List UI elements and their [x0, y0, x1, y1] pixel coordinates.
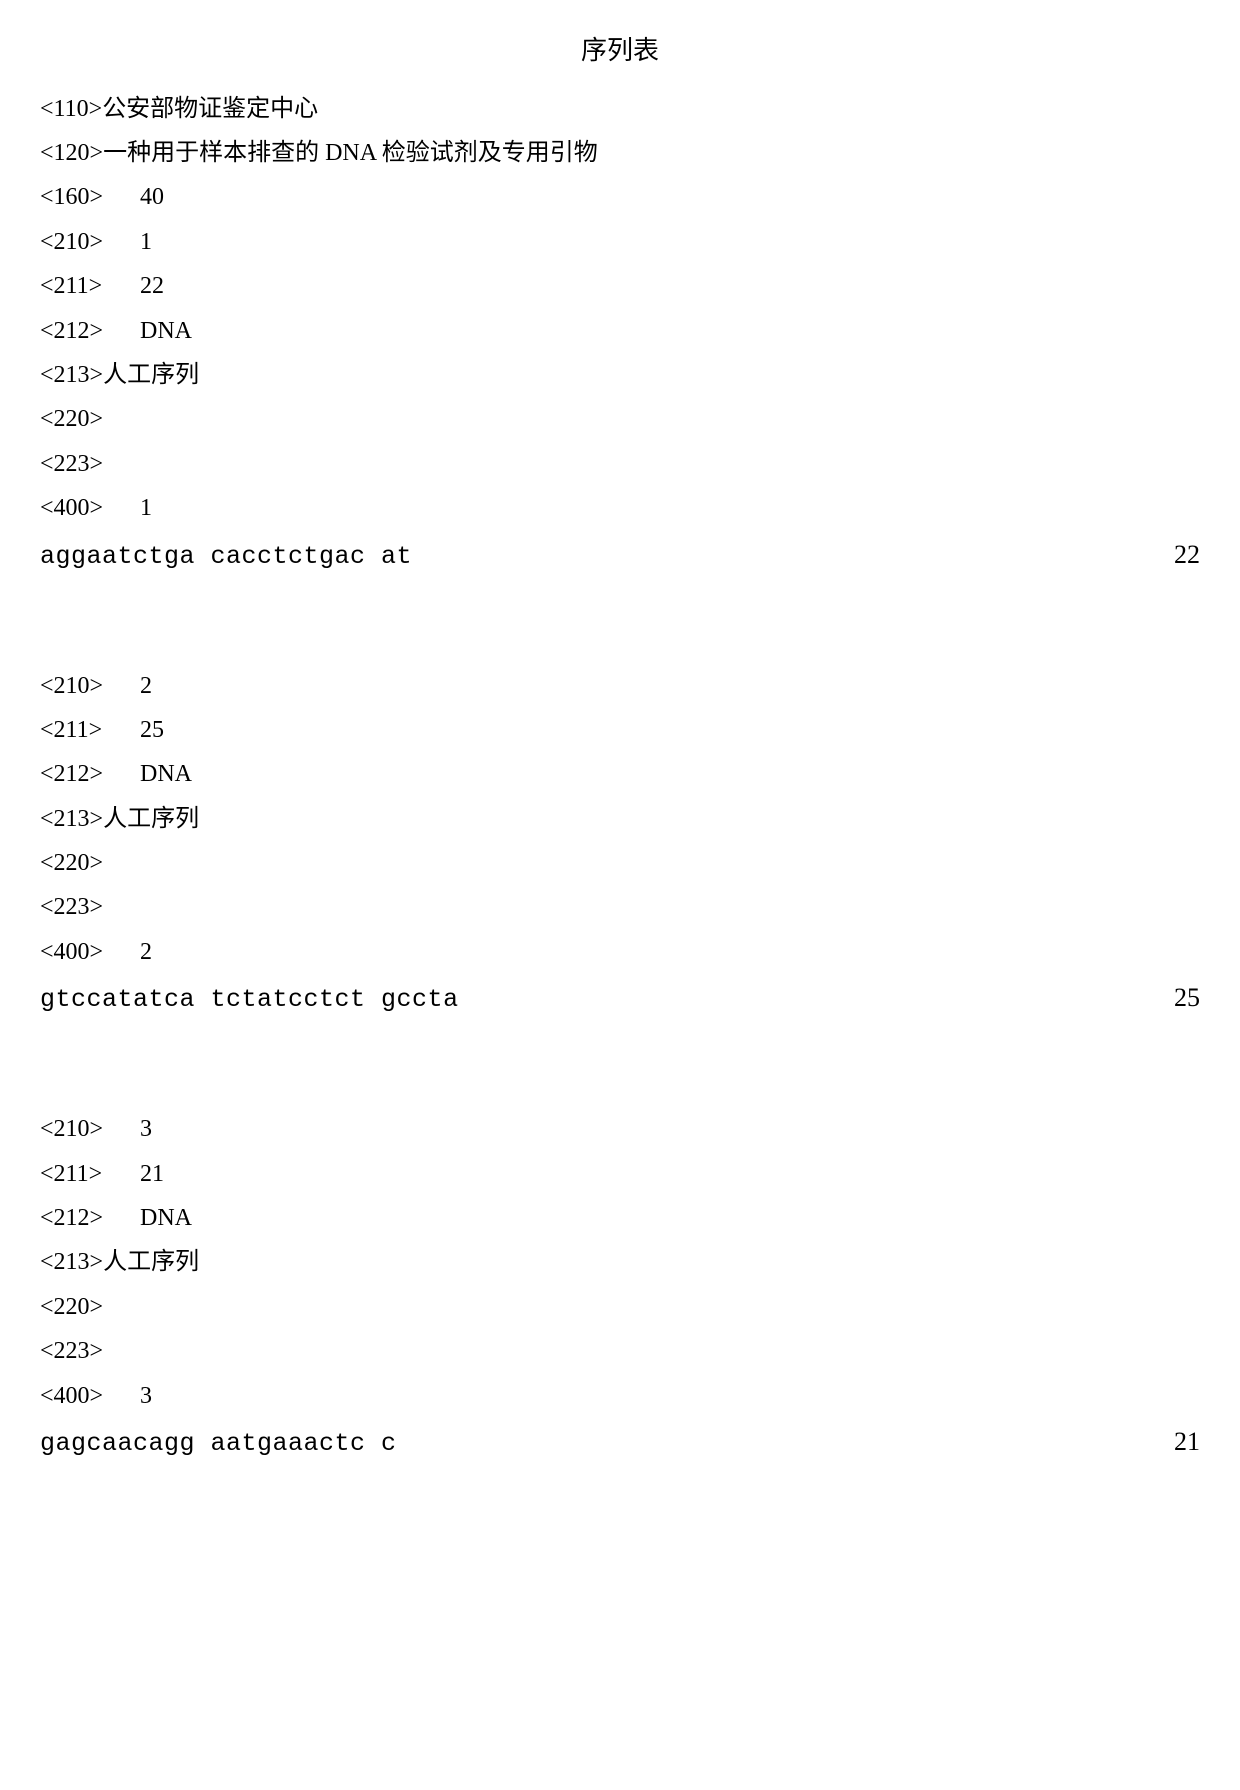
seq1-sequence-row: aggaatctga cacctctgac at 22 [40, 534, 1200, 577]
seq1-other-line: <223> [40, 445, 1200, 483]
tag-213: <213> [40, 806, 103, 832]
seq2-id-line: <210>2 [40, 667, 1200, 705]
tag-211: <211> [40, 1155, 140, 1193]
spacer [40, 1060, 1200, 1110]
tag-400: <400> [40, 489, 140, 527]
tag-213: <213> [40, 1249, 103, 1275]
tag-210: <210> [40, 1110, 140, 1148]
tag-210: <210> [40, 223, 140, 261]
tag-220: <220> [40, 406, 103, 432]
seq1-len-value: 22 [140, 267, 164, 305]
tag-212: <212> [40, 312, 140, 350]
seq2-sequence: gtccatatca tctatcctct gccta [40, 980, 459, 1020]
seq3-sequence-row: gagcaacagg aatgaaactc c 21 [40, 1421, 1200, 1464]
tag-223: <223> [40, 451, 103, 477]
seq1-seqid-value: 1 [140, 489, 152, 527]
seq-count-value: 40 [140, 178, 164, 216]
seq3-feat-line: <220> [40, 1288, 1200, 1326]
seq2-seqid-value: 2 [140, 933, 152, 971]
seq2-type-line: <212>DNA [40, 755, 1200, 793]
applicant-value: 公安部物证鉴定中心 [102, 96, 318, 122]
seq2-length-right: 25 [1174, 977, 1200, 1019]
seq1-type-value: DNA [140, 312, 192, 350]
seq1-feat-line: <220> [40, 400, 1200, 438]
invention-title-value: 一种用于样本排查的 DNA 检验试剂及专用引物 [103, 140, 598, 166]
seq1-len-line: <211>22 [40, 267, 1200, 305]
seq3-other-line: <223> [40, 1332, 1200, 1370]
seq2-type-value: DNA [140, 755, 192, 793]
tag-400: <400> [40, 1377, 140, 1415]
tag-213: <213> [40, 362, 103, 388]
seq1-sequence: aggaatctga cacctctgac at [40, 537, 412, 577]
spacer [40, 617, 1200, 667]
tag-210: <210> [40, 667, 140, 705]
tag-223: <223> [40, 1338, 103, 1364]
seq3-seqid-line: <400>3 [40, 1377, 1200, 1415]
seq3-sequence: gagcaacagg aatgaaactc c [40, 1424, 397, 1464]
tag-223: <223> [40, 894, 103, 920]
seq2-org-value: 人工序列 [103, 806, 199, 832]
page-title: 序列表 [40, 30, 1200, 72]
seq2-org-line: <213>人工序列 [40, 800, 1200, 838]
seq3-type-line: <212>DNA [40, 1199, 1200, 1237]
seq3-type-value: DNA [140, 1199, 192, 1237]
tag-211: <211> [40, 267, 140, 305]
tag-212: <212> [40, 755, 140, 793]
sequence-listing-page: 序列表 <110>公安部物证鉴定中心 <120>一种用于样本排查的 DNA 检验… [0, 0, 1240, 1494]
seq2-sequence-row: gtccatatca tctatcctct gccta 25 [40, 977, 1200, 1020]
seq3-len-value: 21 [140, 1155, 164, 1193]
tag-110: <110> [40, 96, 102, 122]
seq1-id-value: 1 [140, 223, 152, 261]
tag-211: <211> [40, 711, 140, 749]
seq1-seqid-line: <400>1 [40, 489, 1200, 527]
seq3-length-right: 21 [1174, 1421, 1200, 1463]
seq3-id-line: <210>3 [40, 1110, 1200, 1148]
seq2-len-line: <211>25 [40, 711, 1200, 749]
tag-220: <220> [40, 850, 103, 876]
seq1-type-line: <212>DNA [40, 312, 1200, 350]
seq2-len-value: 25 [140, 711, 164, 749]
seq2-seqid-line: <400>2 [40, 933, 1200, 971]
tag-400: <400> [40, 933, 140, 971]
seq1-length-right: 22 [1174, 534, 1200, 576]
tag-160: <160> [40, 178, 140, 216]
seq2-id-value: 2 [140, 667, 152, 705]
seq1-id-line: <210>1 [40, 223, 1200, 261]
seq3-id-value: 3 [140, 1110, 152, 1148]
seq3-org-line: <213>人工序列 [40, 1243, 1200, 1281]
tag-212: <212> [40, 1199, 140, 1237]
seq3-org-value: 人工序列 [103, 1249, 199, 1275]
tag-120: <120> [40, 140, 103, 166]
seq3-len-line: <211>21 [40, 1155, 1200, 1193]
applicant-line: <110>公安部物证鉴定中心 [40, 90, 1200, 128]
tag-220: <220> [40, 1294, 103, 1320]
invention-title-line: <120>一种用于样本排查的 DNA 检验试剂及专用引物 [40, 134, 1200, 172]
seq1-org-line: <213>人工序列 [40, 356, 1200, 394]
seq2-feat-line: <220> [40, 844, 1200, 882]
seq3-seqid-value: 3 [140, 1377, 152, 1415]
seq-count-line: <160>40 [40, 178, 1200, 216]
seq2-other-line: <223> [40, 888, 1200, 926]
seq1-org-value: 人工序列 [103, 362, 199, 388]
